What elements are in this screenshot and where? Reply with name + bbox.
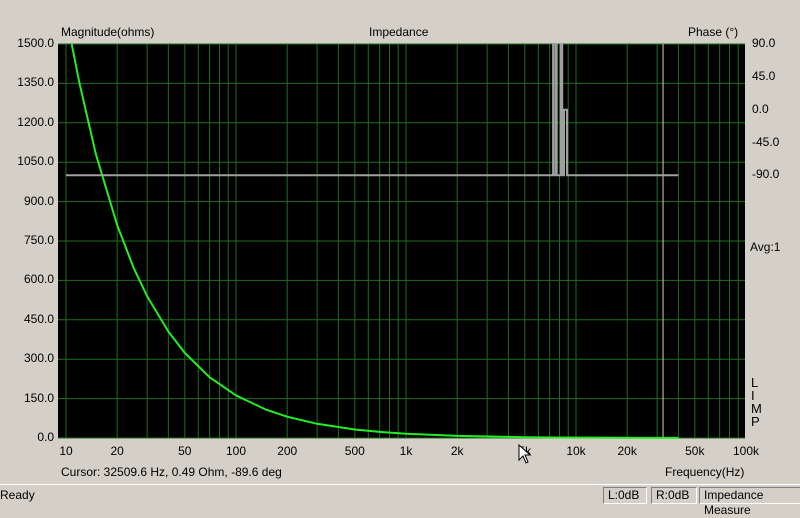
y2-tick-label: 45.0	[752, 68, 776, 83]
y-tick-label: 150.0	[23, 390, 54, 405]
mode-letter: L	[751, 375, 759, 390]
x-tick-label: 10	[59, 444, 73, 458]
y-tick-label: 1200.0	[17, 114, 54, 129]
y-tick-label: 300.0	[23, 351, 54, 366]
y-tick-label: 1500.0	[17, 36, 54, 50]
mode-panel: Impedance Measure	[699, 487, 800, 517]
y2-tick-label: -45.0	[752, 134, 780, 149]
y-tick-label: 750.0	[23, 233, 54, 247]
right-axis-label: Phase (°)	[688, 25, 739, 39]
cursor-readout: Cursor: 32509.6 Hz, 0.49 Ohm, -89.6 deg	[61, 465, 282, 479]
x-tick-label: 200	[277, 444, 298, 458]
impedance-plot[interactable]	[0, 0, 800, 484]
x-tick-label: 100	[225, 444, 247, 458]
x-tick-label: 20	[110, 444, 124, 458]
series-magnitude-line	[70, 43, 679, 439]
avg-label: Avg:1	[750, 240, 781, 254]
x-tick-label: 10k	[566, 444, 586, 458]
mode-letter: M	[751, 401, 762, 416]
y-tick-label: 0.0	[37, 430, 54, 444]
y2-tick-label: -90.0	[752, 167, 780, 182]
y-tick-label: 1050.0	[17, 154, 54, 169]
y2-tick-label: 90.0	[752, 36, 776, 50]
y-tick-label: 450.0	[23, 311, 54, 326]
x-tick-label: 500	[344, 444, 365, 458]
mode-letters: L I M P	[751, 376, 762, 428]
mode-letter: P	[751, 414, 760, 429]
x-tick-label: 50k	[685, 444, 705, 458]
mode-letter: I	[751, 388, 755, 403]
left-level-panel: L:0dB	[603, 487, 647, 504]
y-tick-label: 900.0	[23, 193, 54, 208]
x-tick-label: 1k	[399, 444, 413, 458]
right-level-panel: R:0dB	[651, 487, 697, 504]
series-phase-line	[66, 43, 679, 177]
x-tick-label: 50	[178, 444, 192, 458]
y-tick-label: 600.0	[23, 272, 54, 287]
chart-title: Impedance	[369, 25, 429, 39]
left-axis-label: Magnitude(ohms)	[61, 25, 155, 39]
y2-tick-label: 0.0	[752, 101, 769, 116]
y-tick-label: 1350.0	[17, 75, 54, 90]
mouse-pointer-icon	[518, 444, 532, 464]
x-tick-label: 20k	[617, 444, 637, 458]
status-bar	[0, 484, 800, 505]
x-tick-label: 2k	[450, 444, 464, 458]
x-axis-label: Frequency(Hz)	[665, 465, 745, 479]
x-tick-label: 100k	[732, 444, 760, 458]
status-text: Ready	[0, 488, 35, 502]
